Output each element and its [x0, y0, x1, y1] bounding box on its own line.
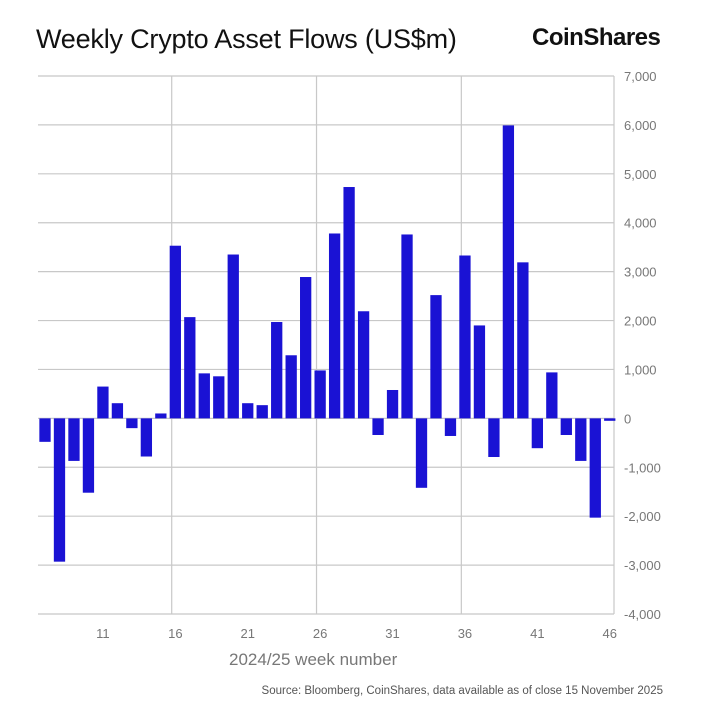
bar-week-30: [372, 418, 384, 435]
x-tick-label: 26: [313, 626, 327, 641]
x-tick-label: 36: [458, 626, 472, 641]
bar-week-16: [169, 245, 181, 419]
bar-week-33: [415, 418, 428, 488]
bar-week-21: [242, 403, 254, 419]
bar-week-13: [126, 418, 138, 429]
y-tick-label: 2,000: [624, 314, 657, 329]
y-tick-label: 7,000: [624, 69, 657, 84]
bar-week-7: [39, 418, 51, 442]
x-tick-label: 16: [168, 626, 182, 641]
y-tick-label: 3,000: [624, 265, 657, 280]
bar-week-14: [140, 418, 153, 457]
bar-week-31: [386, 389, 399, 419]
y-tick-label: -3,000: [624, 558, 661, 573]
bar-week-44: [575, 418, 587, 461]
x-tick-label: 46: [603, 626, 617, 641]
bar-week-36: [459, 255, 471, 419]
bar-week-26: [314, 370, 326, 419]
bar-week-9: [68, 418, 80, 461]
bar-week-45: [589, 418, 601, 518]
bar-week-27: [328, 233, 341, 419]
x-tick-label: 41: [530, 626, 544, 641]
chart-title: Weekly Crypto Asset Flows (US$m): [36, 24, 457, 54]
y-tick-label: 6,000: [624, 118, 657, 133]
x-tick-label: 21: [240, 626, 254, 641]
bar-week-38: [488, 418, 500, 458]
bar-week-42: [546, 372, 558, 419]
bar-week-40: [517, 262, 529, 419]
bar-week-43: [560, 418, 572, 435]
bar-week-32: [401, 234, 413, 419]
bar-week-34: [430, 295, 442, 419]
source-note: Source: Bloomberg, CoinShares, data avai…: [261, 685, 663, 697]
y-tick-label: -1,000: [624, 460, 661, 475]
y-tick-label: 1,000: [624, 362, 657, 377]
bar-week-22: [256, 405, 268, 419]
bar-week-37: [473, 325, 486, 419]
bar-week-8: [53, 418, 66, 562]
coinshares-logo: CoinShares: [532, 24, 661, 51]
y-tick-label: 4,000: [624, 216, 657, 231]
bar-week-29: [357, 311, 370, 419]
bar-week-12: [111, 403, 124, 419]
y-tick-label: -4,000: [624, 607, 661, 622]
x-tick-label: 11: [96, 626, 110, 641]
bar-week-17: [184, 317, 196, 419]
bar-week-28: [343, 187, 355, 419]
y-tick-label: 0: [624, 411, 631, 426]
x-tick-label: 31: [385, 626, 399, 641]
y-tick-label: -2,000: [624, 509, 661, 524]
x-axis-label: 2024/25 week number: [229, 650, 398, 669]
y-tick-label: 5,000: [624, 167, 657, 182]
bar-week-46: [604, 418, 616, 421]
bar-week-18: [198, 373, 210, 419]
bar-week-39: [502, 125, 515, 419]
bar-week-35: [444, 418, 457, 436]
bar-week-20: [227, 254, 239, 419]
bar-week-24: [285, 355, 297, 419]
bar-week-25: [300, 277, 312, 419]
bar-week-10: [82, 418, 95, 493]
bar-week-15: [155, 413, 167, 419]
bar-week-41: [531, 418, 544, 449]
bar-week-19: [213, 376, 225, 419]
bar-week-11: [97, 386, 109, 419]
bar-week-23: [271, 322, 283, 419]
